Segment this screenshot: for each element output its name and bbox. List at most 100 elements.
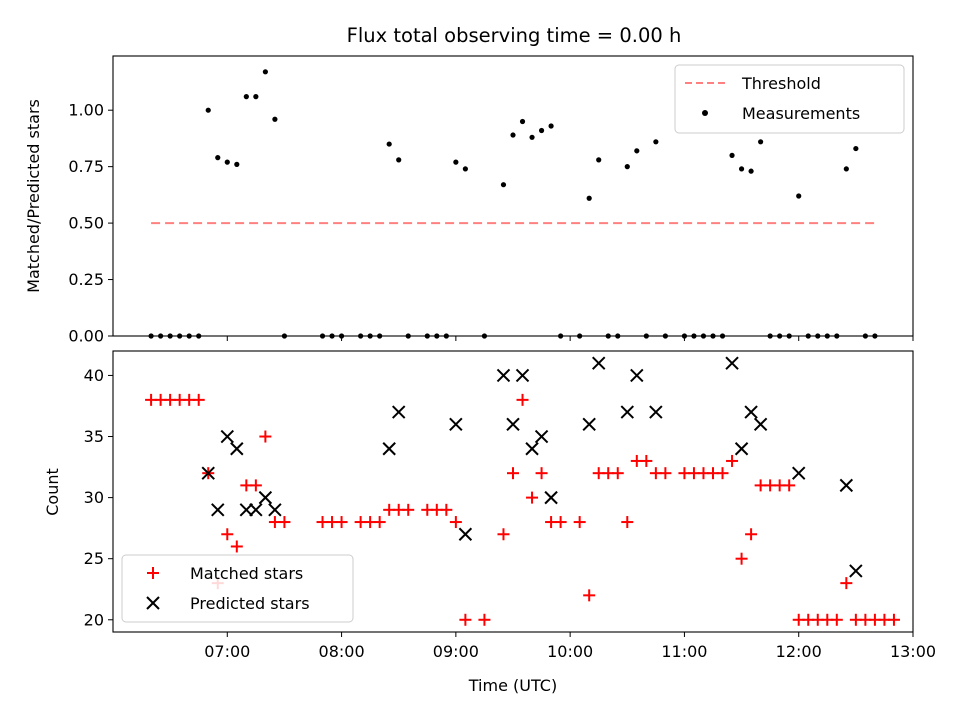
- predicted-star-point: [849, 564, 863, 578]
- matched-star-point: [830, 613, 843, 626]
- top-plot-frame: [112, 55, 914, 337]
- measurement-point: [462, 166, 468, 172]
- matched-star-point: [611, 467, 624, 480]
- bottom-y-tick-label: 20: [84, 610, 104, 629]
- measurement-point: [596, 157, 602, 163]
- bottom-y-tick-label: 30: [84, 488, 104, 507]
- measurement-point: [510, 132, 516, 138]
- measurement-point: [796, 193, 802, 199]
- predicted-star-point: [268, 503, 282, 517]
- measurement-point: [548, 123, 554, 129]
- bottom-legend-box: [121, 554, 354, 623]
- matched-star-point: [735, 552, 748, 565]
- measurement-point: [243, 94, 249, 100]
- bottom-y-axis: 20 25 30 35 40: [84, 366, 113, 629]
- predicted-star-point: [258, 490, 273, 505]
- matched-star-point: [716, 467, 729, 480]
- predicted-star-point: [744, 405, 758, 419]
- bottom-x-axis-label: Time (UTC): [468, 676, 557, 695]
- top-y-tick-label: 0.00: [68, 327, 104, 346]
- predicted-star-point: [582, 417, 596, 432]
- measurement-point: [843, 166, 849, 172]
- measurement-point: [253, 94, 259, 100]
- matched-star-point: [259, 430, 272, 443]
- bottom-x-tick-label: 07:00: [204, 642, 250, 661]
- matched-star-point: [402, 503, 415, 516]
- measurement-point: [729, 152, 735, 158]
- predicted-star-point: [725, 356, 739, 370]
- top-legend: Threshold Measurements: [674, 64, 905, 134]
- measurement-point: [205, 107, 211, 113]
- bottom-plot-frame: [112, 350, 914, 633]
- measurement-point: [758, 139, 764, 145]
- matched-star-point: [278, 516, 291, 529]
- matched-star-point: [335, 516, 348, 529]
- matched-star-point: [230, 540, 243, 553]
- predicted-star-point: [239, 503, 254, 517]
- predicted-star-point: [792, 466, 806, 480]
- predicted-star-point: [249, 503, 263, 517]
- predicted-star-point: [458, 527, 473, 541]
- measurement-point: [653, 139, 659, 145]
- measurement-point: [529, 134, 535, 140]
- matched-star-point: [535, 467, 548, 480]
- bottom-x-tick-label: 08:00: [319, 642, 365, 661]
- predicted-star-point: [392, 405, 406, 419]
- matched-star-point: [554, 516, 567, 529]
- legend-matched-label: Matched stars: [190, 564, 303, 583]
- measurement-point: [500, 182, 507, 188]
- legend-matched-swatch: [147, 567, 159, 579]
- measurement-point: [396, 157, 402, 163]
- legend-predicted-swatch: [146, 596, 160, 610]
- predicted-star-point: [515, 368, 530, 383]
- predicted-star-point: [544, 490, 558, 505]
- measurement-point: [586, 195, 592, 201]
- bottom-marks: [145, 356, 900, 626]
- matched-star-point: [887, 613, 900, 626]
- matched-star-point: [497, 528, 510, 541]
- matched-star-point: [221, 528, 234, 541]
- bottom-x-tick-label: 13:00: [890, 642, 936, 661]
- predicted-star-point: [506, 417, 520, 432]
- predicted-star-point: [449, 417, 463, 432]
- matched-star-point: [459, 613, 472, 626]
- matched-star-point: [621, 516, 634, 529]
- measurement-point: [272, 116, 278, 122]
- matched-star-point: [726, 454, 739, 467]
- predicted-star-point: [592, 356, 606, 370]
- bottom-y-tick-label: 25: [84, 549, 104, 568]
- predicted-star-point: [496, 368, 511, 383]
- top-y-tick-label: 1.00: [68, 101, 104, 120]
- bottom-y-axis-label: Count: [43, 468, 62, 516]
- top-y-tick-label: 0.75: [68, 157, 104, 176]
- bottom-x-tick-label: 11:00: [661, 642, 707, 661]
- measurement-point: [215, 155, 221, 161]
- legend-measurements-label: Measurements: [742, 104, 860, 123]
- matched-star-point: [478, 613, 491, 626]
- predicted-star-point: [734, 442, 749, 456]
- measurement-point: [519, 118, 526, 125]
- matched-star-point: [583, 589, 596, 602]
- bottom-y-tick-label: 35: [84, 427, 104, 446]
- measurement-point: [538, 127, 545, 134]
- measurement-point: [262, 69, 268, 75]
- legend-measurements-swatch: [702, 110, 708, 116]
- matched-star-point: [507, 467, 519, 480]
- predicted-star-point: [620, 405, 634, 419]
- top-chart-title: Flux total observing time = 0.00 h: [347, 24, 682, 47]
- top-y-axis: 0.00 0.25 0.50 0.75 1.00: [68, 101, 113, 346]
- bottom-y-tick-label: 40: [84, 366, 104, 385]
- matched-star-point: [440, 503, 453, 516]
- bottom-x-tick-label: 10:00: [547, 642, 593, 661]
- measurement-point: [634, 148, 640, 154]
- predicted-star-point: [630, 368, 644, 383]
- legend-predicted-label: Predicted stars: [190, 594, 310, 613]
- matched-star-point: [516, 393, 529, 406]
- measurement-point: [748, 168, 754, 174]
- predicted-star-point: [230, 442, 244, 456]
- bottom-x-tick-label: 09:00: [433, 642, 479, 661]
- top-panel: 0.00 0.25 0.50 0.75 1.00 Matched/Predicted s…: [24, 55, 914, 346]
- matched-star-point: [373, 516, 386, 529]
- matched-star-point: [449, 516, 462, 529]
